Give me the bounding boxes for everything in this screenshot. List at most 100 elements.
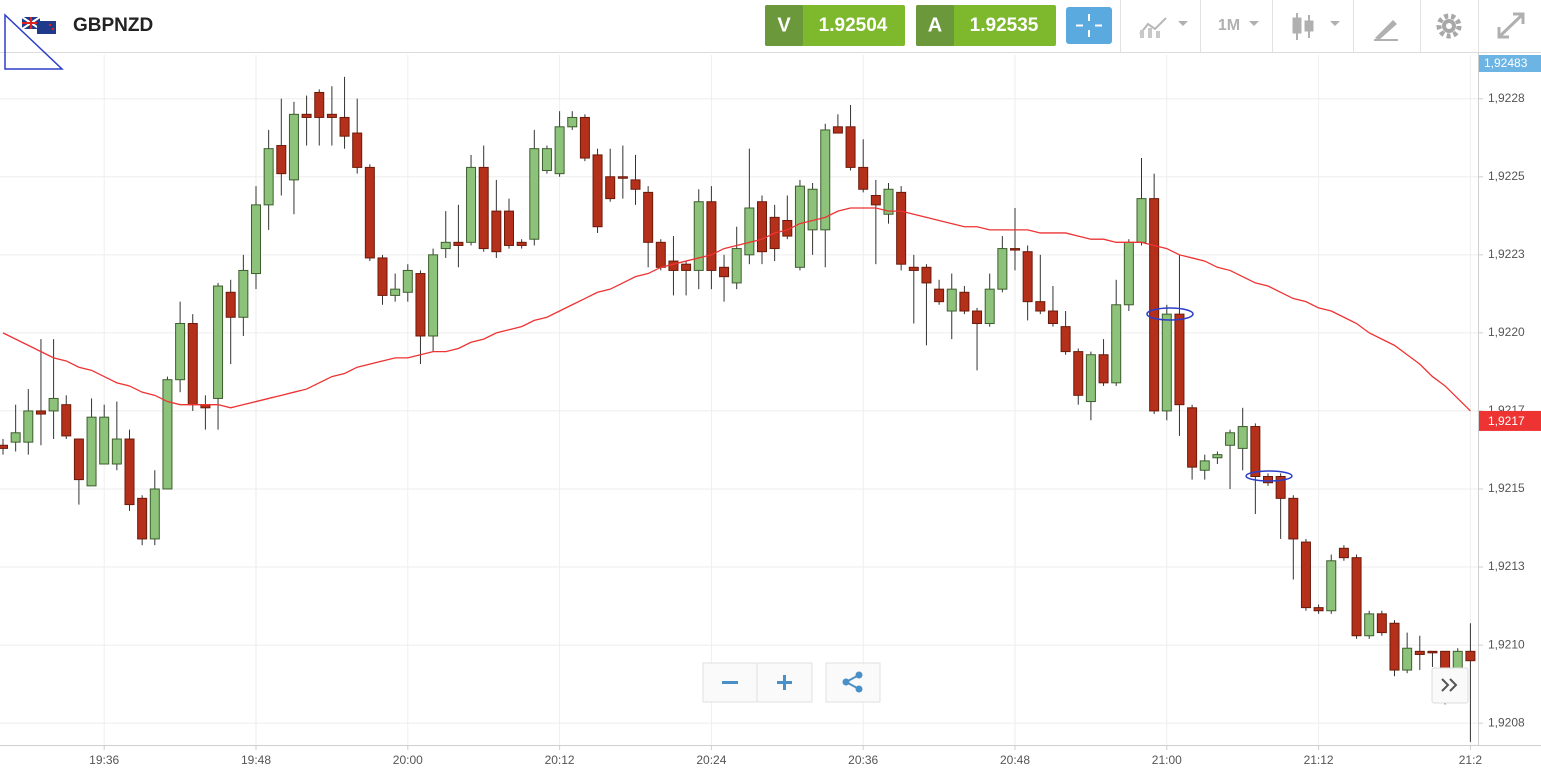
x-tick-label: 21:2 (1459, 753, 1483, 767)
candle-body (643, 191, 654, 243)
x-tick-label: 19:48 (241, 753, 271, 767)
candle-body (390, 288, 401, 296)
candle-body (0, 444, 8, 449)
candle-body (175, 323, 186, 381)
candle-body (1187, 407, 1198, 468)
scroll-right-button[interactable] (1431, 667, 1469, 704)
candle-body (1010, 248, 1020, 251)
candle-body (984, 288, 995, 325)
y-tick-label: 1,9220 (1488, 325, 1525, 339)
candle-body (1263, 475, 1273, 484)
sell-price: 1.92504 (819, 15, 888, 36)
buy-price: 1.92535 (970, 15, 1039, 36)
y-tick-label: 1,9228 (1488, 91, 1525, 105)
buy-button[interactable]: A 1.92535 (916, 5, 1056, 46)
candle-body (655, 241, 666, 268)
moving-average-line (2, 207, 1471, 412)
candle-body (377, 257, 388, 296)
candle-body (276, 145, 287, 175)
candle-body (225, 291, 236, 318)
draw-tool-button[interactable] (1374, 20, 1398, 41)
candle-body (1212, 454, 1223, 459)
crosshair-button[interactable] (1066, 7, 1112, 44)
candle-body (1376, 613, 1387, 634)
ma-value-box (1479, 410, 1541, 431)
candle-body (1035, 301, 1046, 312)
candle-body (1060, 326, 1071, 353)
fullscreen-button[interactable] (1497, 12, 1525, 39)
candle-body (908, 266, 919, 271)
y-tick-label: 1,9215 (1488, 481, 1525, 495)
candle-body (10, 432, 21, 443)
candle-body (238, 269, 249, 318)
candle-body (744, 207, 755, 256)
candle-body (832, 126, 843, 134)
candle-body (504, 210, 514, 246)
candle-body (1149, 198, 1160, 412)
candle-body (35, 410, 46, 415)
share-button[interactable] (825, 662, 881, 703)
candle-body (997, 248, 1008, 290)
candle-body (693, 201, 704, 271)
candle-body (541, 148, 552, 172)
candle-body (668, 260, 679, 271)
candle-body (466, 166, 477, 243)
candle-body (845, 126, 856, 168)
candle-body (1364, 613, 1375, 637)
candle-body (162, 379, 173, 490)
candle-body (757, 201, 767, 253)
candle-body (731, 248, 742, 284)
candle-body (402, 269, 413, 293)
candle-body (706, 201, 717, 271)
y-tick-label: 1,9210 (1488, 637, 1525, 651)
candle-body (1427, 650, 1438, 654)
zoom-out-button[interactable] (702, 662, 758, 703)
candle-body (326, 113, 337, 118)
candle-body (567, 116, 578, 128)
candle-body (1085, 354, 1096, 403)
y-tick-label: 1,9225 (1488, 169, 1525, 183)
x-tick-label: 20:24 (696, 753, 726, 767)
ma-value-label: 1,9217 (1488, 414, 1525, 428)
candle-body (1351, 557, 1362, 637)
candle-body (921, 266, 932, 284)
price-tag-label: 1,92483 (1484, 56, 1528, 70)
sell-label: V (777, 14, 791, 36)
candle-body (1225, 432, 1236, 446)
candle-body (440, 241, 451, 250)
candle-body (23, 410, 34, 443)
candle-body (807, 188, 818, 231)
candle-body (1326, 560, 1337, 612)
settings-button[interactable] (1436, 13, 1462, 39)
candle-body (61, 404, 72, 437)
sell-button[interactable]: V 1.92504 (765, 5, 905, 46)
timeframe-button[interactable]: 1M (1218, 17, 1259, 34)
candle-style-button[interactable] (1292, 13, 1340, 40)
timeframe: 1M (1218, 17, 1240, 34)
y-tick-label: 1,9223 (1488, 247, 1525, 261)
candle-body (630, 179, 641, 190)
candle-body (1123, 241, 1134, 306)
candle-body (137, 497, 148, 540)
candle-body (870, 194, 881, 206)
candle-body (111, 438, 122, 465)
x-tick-label: 21:00 (1152, 753, 1182, 767)
candle-body (149, 488, 160, 540)
candle-body (491, 210, 502, 253)
candle-body (86, 416, 97, 487)
candle-body (478, 166, 489, 250)
chart-type-button[interactable] (1139, 17, 1188, 38)
candle-body (1465, 650, 1476, 662)
zoom-in-button[interactable] (756, 662, 813, 703)
x-tick-label: 20:00 (393, 753, 423, 767)
flag-icon (21, 16, 56, 34)
price-tag-box (1479, 55, 1541, 72)
candle-body (946, 288, 957, 312)
candle-body (516, 241, 527, 246)
candle-body (794, 185, 805, 268)
candle-body (415, 273, 426, 337)
candle-body (1174, 313, 1185, 406)
y-tick-label: 1,9213 (1488, 559, 1525, 573)
